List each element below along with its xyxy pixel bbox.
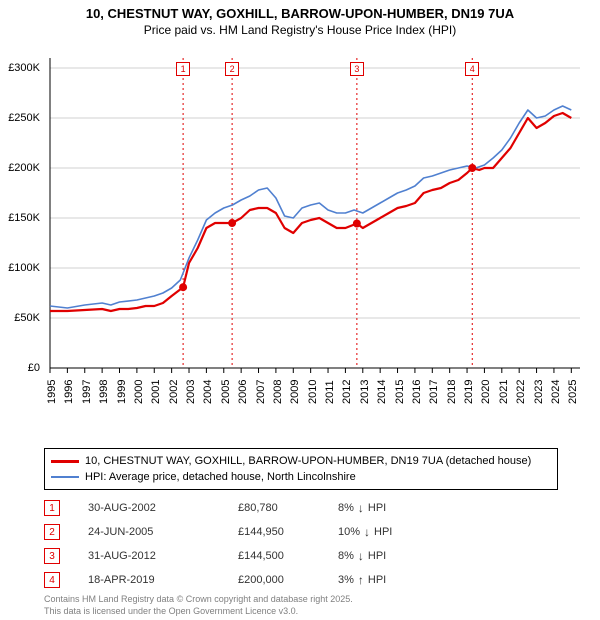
legend-row-hpi: HPI: Average price, detached house, Nort… [51, 469, 551, 485]
x-tick-label: 2004 [202, 380, 214, 404]
sale-marker-badge: 3 [350, 62, 364, 76]
y-tick-label: £250K [8, 112, 40, 124]
legend-swatch-hpi [51, 476, 79, 478]
footer-line1: Contains HM Land Registry data © Crown c… [44, 594, 353, 606]
x-tick-label: 2013 [359, 380, 371, 404]
title-subtitle: Price paid vs. HM Land Registry's House … [0, 23, 600, 39]
legend-row-price-paid: 10, CHESTNUT WAY, GOXHILL, BARROW-UPON-H… [51, 453, 551, 469]
sale-badge: 4 [44, 572, 60, 588]
x-tick-label: 2018 [446, 380, 458, 404]
sale-date: 31-AUG-2012 [88, 550, 238, 562]
legend-box: 10, CHESTNUT WAY, GOXHILL, BARROW-UPON-H… [44, 448, 558, 490]
footer-line2: This data is licensed under the Open Gov… [44, 606, 353, 618]
chart-area [44, 48, 590, 408]
y-tick-label: £200K [8, 162, 40, 174]
footer-text: Contains HM Land Registry data © Crown c… [44, 594, 353, 617]
x-tick-label: 2024 [550, 380, 562, 404]
sale-diff: 8%↓HPI [338, 549, 458, 563]
sale-row: 1 30-AUG-2002£80,7808%↓HPI [44, 496, 458, 520]
legend-label-price-paid: 10, CHESTNUT WAY, GOXHILL, BARROW-UPON-H… [85, 455, 531, 467]
chart-container: 10, CHESTNUT WAY, GOXHILL, BARROW-UPON-H… [0, 0, 600, 620]
sale-badge: 3 [44, 548, 60, 564]
sale-price: £200,000 [238, 574, 338, 586]
x-tick-label: 2001 [150, 380, 162, 404]
x-tick-label: 2012 [341, 380, 353, 404]
x-tick-label: 2002 [168, 380, 180, 404]
sale-row: 4 18-APR-2019£200,0003%↑HPI [44, 568, 458, 592]
x-tick-label: 2016 [411, 380, 423, 404]
x-tick-label: 2020 [480, 380, 492, 404]
y-tick-label: £0 [28, 362, 40, 374]
x-tick-label: 2011 [324, 380, 336, 404]
x-tick-label: 1999 [116, 380, 128, 404]
x-tick-label: 2003 [185, 380, 197, 404]
title-address: 10, CHESTNUT WAY, GOXHILL, BARROW-UPON-H… [0, 6, 600, 23]
x-tick-label: 1996 [63, 380, 75, 404]
x-tick-label: 2021 [498, 380, 510, 404]
x-tick-label: 2007 [255, 380, 267, 404]
x-tick-label: 2008 [272, 380, 284, 404]
legend-label-hpi: HPI: Average price, detached house, Nort… [85, 471, 356, 483]
sale-date: 18-APR-2019 [88, 574, 238, 586]
sale-diff: 8%↓HPI [338, 501, 458, 515]
sale-diff: 10%↓HPI [338, 525, 458, 539]
sale-price: £144,500 [238, 550, 338, 562]
x-tick-label: 2005 [220, 380, 232, 404]
x-tick-label: 2017 [428, 380, 440, 404]
sale-row: 2 24-JUN-2005£144,95010%↓HPI [44, 520, 458, 544]
x-tick-label: 2015 [394, 380, 406, 404]
sale-price: £80,780 [238, 502, 338, 514]
sale-diff: 3%↑HPI [338, 573, 458, 587]
sales-table: 130-AUG-2002£80,7808%↓HPI224-JUN-2005£14… [44, 496, 458, 592]
x-tick-label: 2006 [237, 380, 249, 404]
y-tick-label: £50K [14, 312, 40, 324]
sale-marker-badge: 4 [465, 62, 479, 76]
y-tick-label: £300K [8, 62, 40, 74]
sale-date: 24-JUN-2005 [88, 526, 238, 538]
sale-badge: 1 [44, 500, 60, 516]
y-tick-label: £100K [8, 262, 40, 274]
x-tick-label: 2019 [463, 380, 475, 404]
x-tick-label: 2022 [515, 380, 527, 404]
x-tick-label: 2023 [533, 380, 545, 404]
legend-swatch-price-paid [51, 460, 79, 463]
x-tick-label: 2010 [307, 380, 319, 404]
chart-svg [44, 48, 590, 408]
sale-date: 30-AUG-2002 [88, 502, 238, 514]
x-tick-label: 2025 [567, 380, 579, 404]
x-tick-label: 2009 [289, 380, 301, 404]
sale-marker-badge: 2 [225, 62, 239, 76]
x-tick-label: 2000 [133, 380, 145, 404]
sale-row: 3 31-AUG-2012£144,5008%↓HPI [44, 544, 458, 568]
x-tick-label: 1995 [46, 380, 58, 404]
sale-marker-badge: 1 [176, 62, 190, 76]
y-tick-label: £150K [8, 212, 40, 224]
x-tick-label: 2014 [376, 380, 388, 404]
x-tick-label: 1998 [98, 380, 110, 404]
sale-badge: 2 [44, 524, 60, 540]
title-block: 10, CHESTNUT WAY, GOXHILL, BARROW-UPON-H… [0, 0, 600, 38]
sale-price: £144,950 [238, 526, 338, 538]
x-tick-label: 1997 [81, 380, 93, 404]
